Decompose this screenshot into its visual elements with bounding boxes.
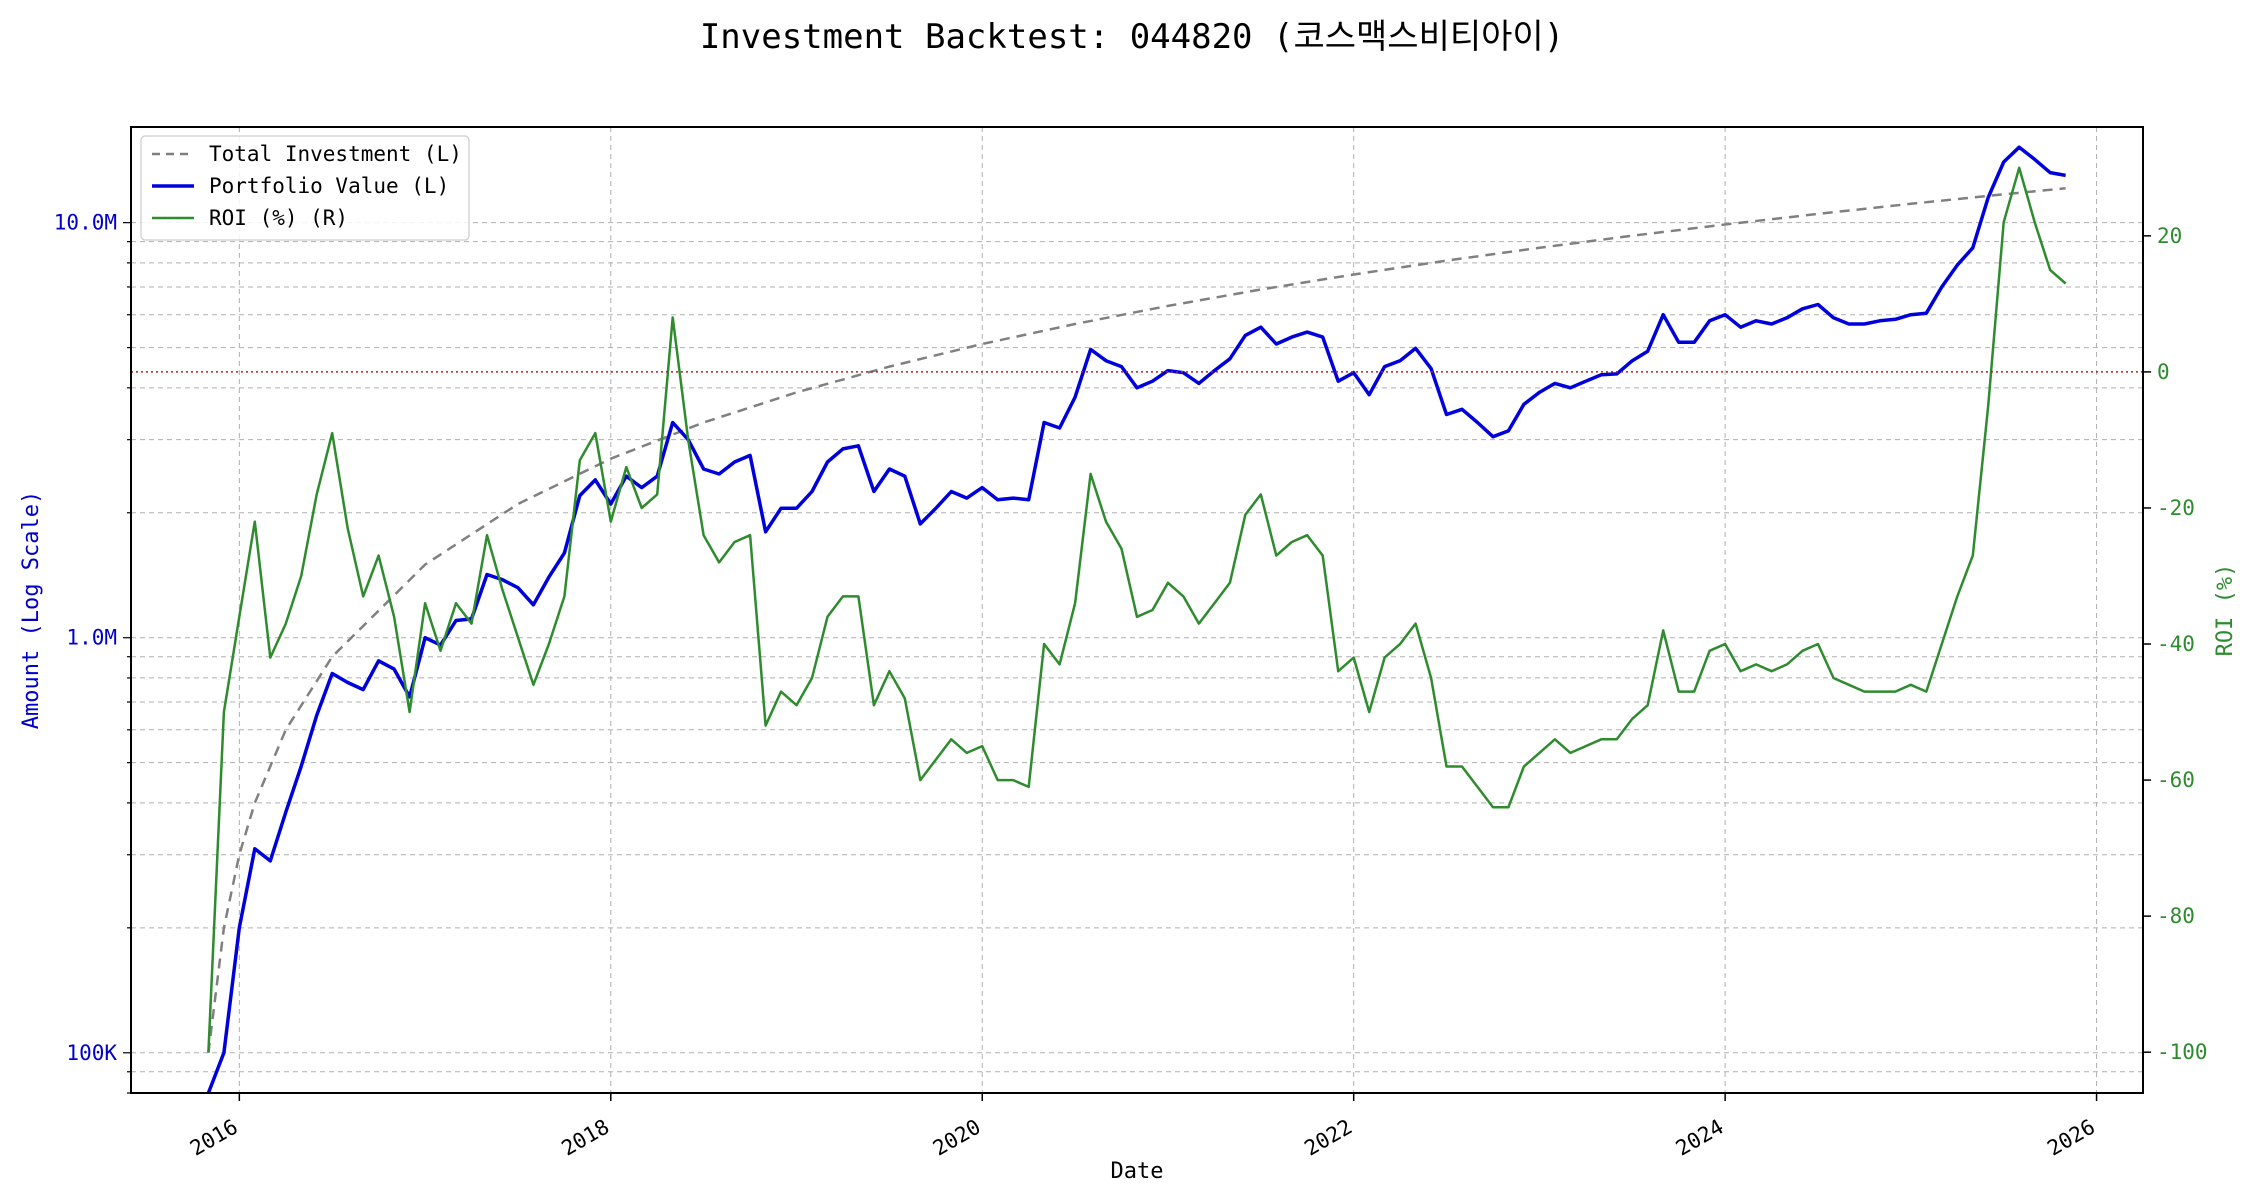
series-lines <box>131 145 2143 1094</box>
plot-frame <box>130 126 2144 1094</box>
y-right-tick-label: -40 <box>2157 632 2195 656</box>
legend-label: Portfolio Value (L) <box>209 174 449 198</box>
y-right-tick-label: -60 <box>2157 768 2195 792</box>
legend-label: ROI (%) (R) <box>209 206 348 230</box>
chart-title: Investment Backtest: 044820 (코스맥스비티아이) <box>700 17 1564 57</box>
x-tick-label: 2026 <box>2043 1115 2099 1161</box>
series-line-2 <box>207 166 2067 1053</box>
x-tick-label: 2024 <box>1672 1115 1728 1161</box>
legend-label: Total Investment (L) <box>209 142 462 166</box>
legend-box <box>140 135 470 241</box>
y-left-tick-label: 1.0M <box>66 626 117 650</box>
y-left-tick-label: 100K <box>66 1041 117 1065</box>
x-axis-label: Date <box>1111 1159 1164 1184</box>
x-tick-label: 2016 <box>186 1115 242 1161</box>
series-line-0 <box>207 187 2066 1053</box>
legend: Total Investment (L) Portfolio Value (L) R… <box>140 135 470 241</box>
x-tick-label: 2022 <box>1300 1115 1356 1161</box>
y-right-tick-label: -100 <box>2157 1040 2208 1064</box>
y-right-tick-label: 20 <box>2157 224 2182 248</box>
y-left-tick-label: 10.0M <box>54 211 117 235</box>
y-right-tick-label: 0 <box>2157 360 2170 384</box>
axis-ticks: 2016 2018 2020 2022 2024 2026 100K 1.0M 10.0M -10… <box>54 211 2208 1161</box>
y-right-tick-label: -80 <box>2157 904 2195 928</box>
grid-lines <box>131 127 2143 1094</box>
y-left-axis-label: Amount (Log Scale) <box>19 491 44 729</box>
x-tick-label: 2020 <box>929 1115 985 1161</box>
y-right-axis-label: ROI (%) <box>2213 564 2238 657</box>
x-tick-label: 2018 <box>557 1115 613 1161</box>
y-right-tick-label: -20 <box>2157 496 2195 520</box>
series-line-1 <box>206 145 2066 1094</box>
